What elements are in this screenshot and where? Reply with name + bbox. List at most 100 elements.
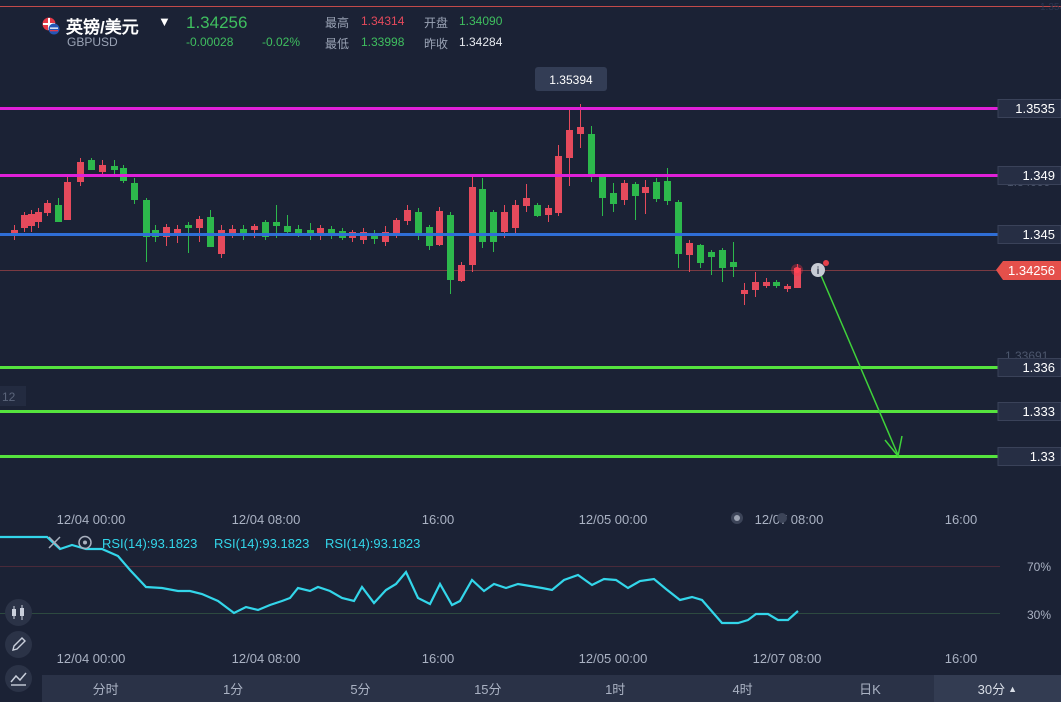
tab-30m[interactable]: 30分 ▲	[933, 675, 1061, 702]
candle-body	[664, 181, 671, 201]
last-price: 1.34256	[186, 13, 248, 32]
tab-1m[interactable]: 1分	[222, 682, 244, 697]
rsi-30-label: 30%	[1027, 608, 1051, 622]
candle-body	[426, 227, 433, 246]
high-tooltip: 1.35394	[535, 67, 607, 91]
candle-body	[490, 212, 497, 242]
level-tag-label: 1.349	[1022, 168, 1055, 183]
candle-body	[163, 227, 170, 237]
candle-body	[752, 282, 759, 290]
time-axis-label: 16:00	[422, 512, 455, 527]
level-tag	[997, 447, 1061, 466]
candle-body	[534, 205, 541, 216]
chevron-down-icon[interactable]: ▼	[158, 14, 171, 29]
top-axis-clip: 1.3543	[1040, 2, 1061, 13]
current-price-value: 1.34256	[1008, 263, 1055, 278]
prev-close-label: 昨收	[424, 37, 449, 51]
symbol-header: 英镑/美元 ▼ GBPUSD 1.34256 -0.00028 -0.02% 最…	[0, 0, 1000, 56]
open-label: 开盘	[424, 16, 449, 30]
candle-body	[545, 208, 552, 215]
level-tag	[997, 402, 1061, 421]
tab-4h[interactable]: 4时	[732, 682, 753, 697]
candle-body	[111, 166, 118, 170]
time-axis-label: 12/04 08:00	[232, 651, 301, 666]
interval-tabs: 分时 1分 5分 15分 1时 4时 日K 30分 ▲	[42, 675, 1061, 702]
candle-body	[262, 222, 269, 237]
candle-body	[99, 165, 106, 172]
low-label: 最低	[325, 37, 350, 51]
tab-1h[interactable]: 1时	[605, 682, 626, 697]
left-axis-clip: 12	[2, 390, 16, 404]
candle-body	[55, 205, 62, 222]
high-tooltip-value: 1.35394	[549, 73, 593, 87]
candle-body	[675, 202, 682, 254]
candle-body	[784, 286, 791, 289]
level-tag	[997, 225, 1061, 244]
candle-body	[436, 211, 443, 245]
high-value: 1.34314	[361, 14, 405, 28]
price-change: -0.00028	[186, 35, 234, 49]
gear-icon[interactable]	[78, 535, 92, 550]
candle-body	[207, 217, 214, 247]
level-tag	[997, 166, 1061, 185]
candlestick-icon[interactable]	[5, 599, 32, 626]
svg-text:i: i	[817, 266, 820, 277]
time-axis-label: 12/05 00:00	[579, 512, 648, 527]
current-price-tag: 1.34256	[996, 261, 1061, 280]
pen-icon[interactable]	[5, 631, 32, 658]
candle-body	[44, 203, 51, 213]
candle-body	[479, 189, 486, 242]
trend-icon[interactable]	[5, 665, 32, 692]
candle-body	[328, 229, 335, 233]
time-axis-label: 12/07 08:00	[753, 651, 822, 666]
rsi-legend: RSI(14):93.1823	[325, 536, 420, 551]
uk-us-flag-icon	[42, 17, 60, 35]
candle-body	[719, 250, 726, 268]
candle-body	[28, 214, 35, 226]
candle-body	[773, 282, 780, 286]
candle-body	[317, 228, 324, 233]
low-value: 1.33998	[361, 35, 405, 49]
level-tag-label: 1.3535	[1015, 101, 1055, 116]
candle-body	[64, 182, 71, 220]
candle-body	[621, 183, 628, 200]
candle-body	[295, 229, 302, 233]
candle-body	[599, 176, 606, 198]
candle-body	[307, 230, 314, 233]
time-axis-label: 16:00	[945, 512, 978, 527]
tab-daily[interactable]: 日K	[859, 682, 881, 697]
candle-body	[382, 232, 389, 242]
symbol-name[interactable]: 英镑/美元	[66, 18, 139, 37]
tab-5m[interactable]: 5分	[350, 682, 371, 697]
timeline-knob[interactable]	[777, 513, 787, 523]
time-axis-label: 16:00	[945, 651, 978, 666]
forecast-arrow	[819, 272, 903, 458]
candle-body	[131, 183, 138, 200]
left-axis-tag	[0, 386, 26, 406]
candle-body	[273, 222, 280, 226]
candle-body	[632, 184, 639, 196]
candle-body	[35, 212, 42, 222]
candle-body	[21, 215, 28, 228]
close-icon[interactable]	[48, 536, 61, 549]
open-value: 1.34090	[459, 14, 503, 28]
candle-body	[794, 268, 801, 288]
symbol-code: GBPUSD	[67, 35, 118, 49]
tab-intraday[interactable]: 分时	[92, 682, 119, 697]
candle-body	[393, 220, 400, 235]
info-icon[interactable]: i	[811, 260, 829, 277]
candle-body	[196, 219, 203, 228]
time-axis-label: 12/07 08:00	[755, 512, 824, 527]
candle-body	[240, 229, 247, 236]
tab-15m[interactable]: 15分	[474, 682, 502, 697]
candle-body	[415, 212, 422, 233]
candle-body	[741, 290, 748, 294]
rsi-legend: RSI(14):93.1823	[102, 536, 197, 551]
candle-body	[653, 182, 660, 199]
candle-body	[642, 187, 649, 193]
candle-body	[229, 229, 236, 234]
candle-body	[708, 252, 715, 257]
level-tag	[997, 99, 1061, 118]
